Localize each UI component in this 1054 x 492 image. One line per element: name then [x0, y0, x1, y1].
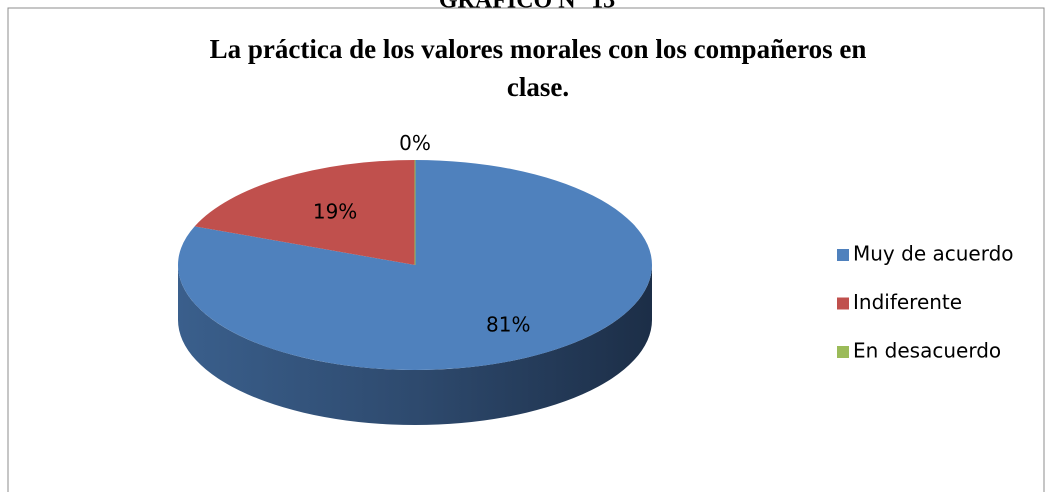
pie-slice [194, 160, 415, 265]
legend-label: En desacuerdo [853, 339, 1001, 363]
pie: 81% 19% 0% [178, 131, 652, 425]
legend-swatch [837, 297, 849, 310]
pie-slice-side [178, 265, 652, 425]
data-label: 0% [399, 131, 431, 155]
chart-frame [7, 7, 1045, 492]
legend: Muy de acuerdo Indiferente En desacuerdo [837, 242, 1014, 363]
legend-swatch [837, 249, 849, 261]
data-label: 19% [313, 199, 357, 223]
data-label: 81% [486, 312, 530, 336]
chart-title: La práctica de los valores morales con l… [210, 34, 867, 64]
legend-swatch [837, 346, 849, 358]
legend-label: Indiferente [853, 290, 962, 314]
legend-label: Muy de acuerdo [853, 242, 1014, 266]
chart-title: clase. [507, 72, 569, 102]
heading: GRÁFICO N° 13 [439, 0, 615, 14]
